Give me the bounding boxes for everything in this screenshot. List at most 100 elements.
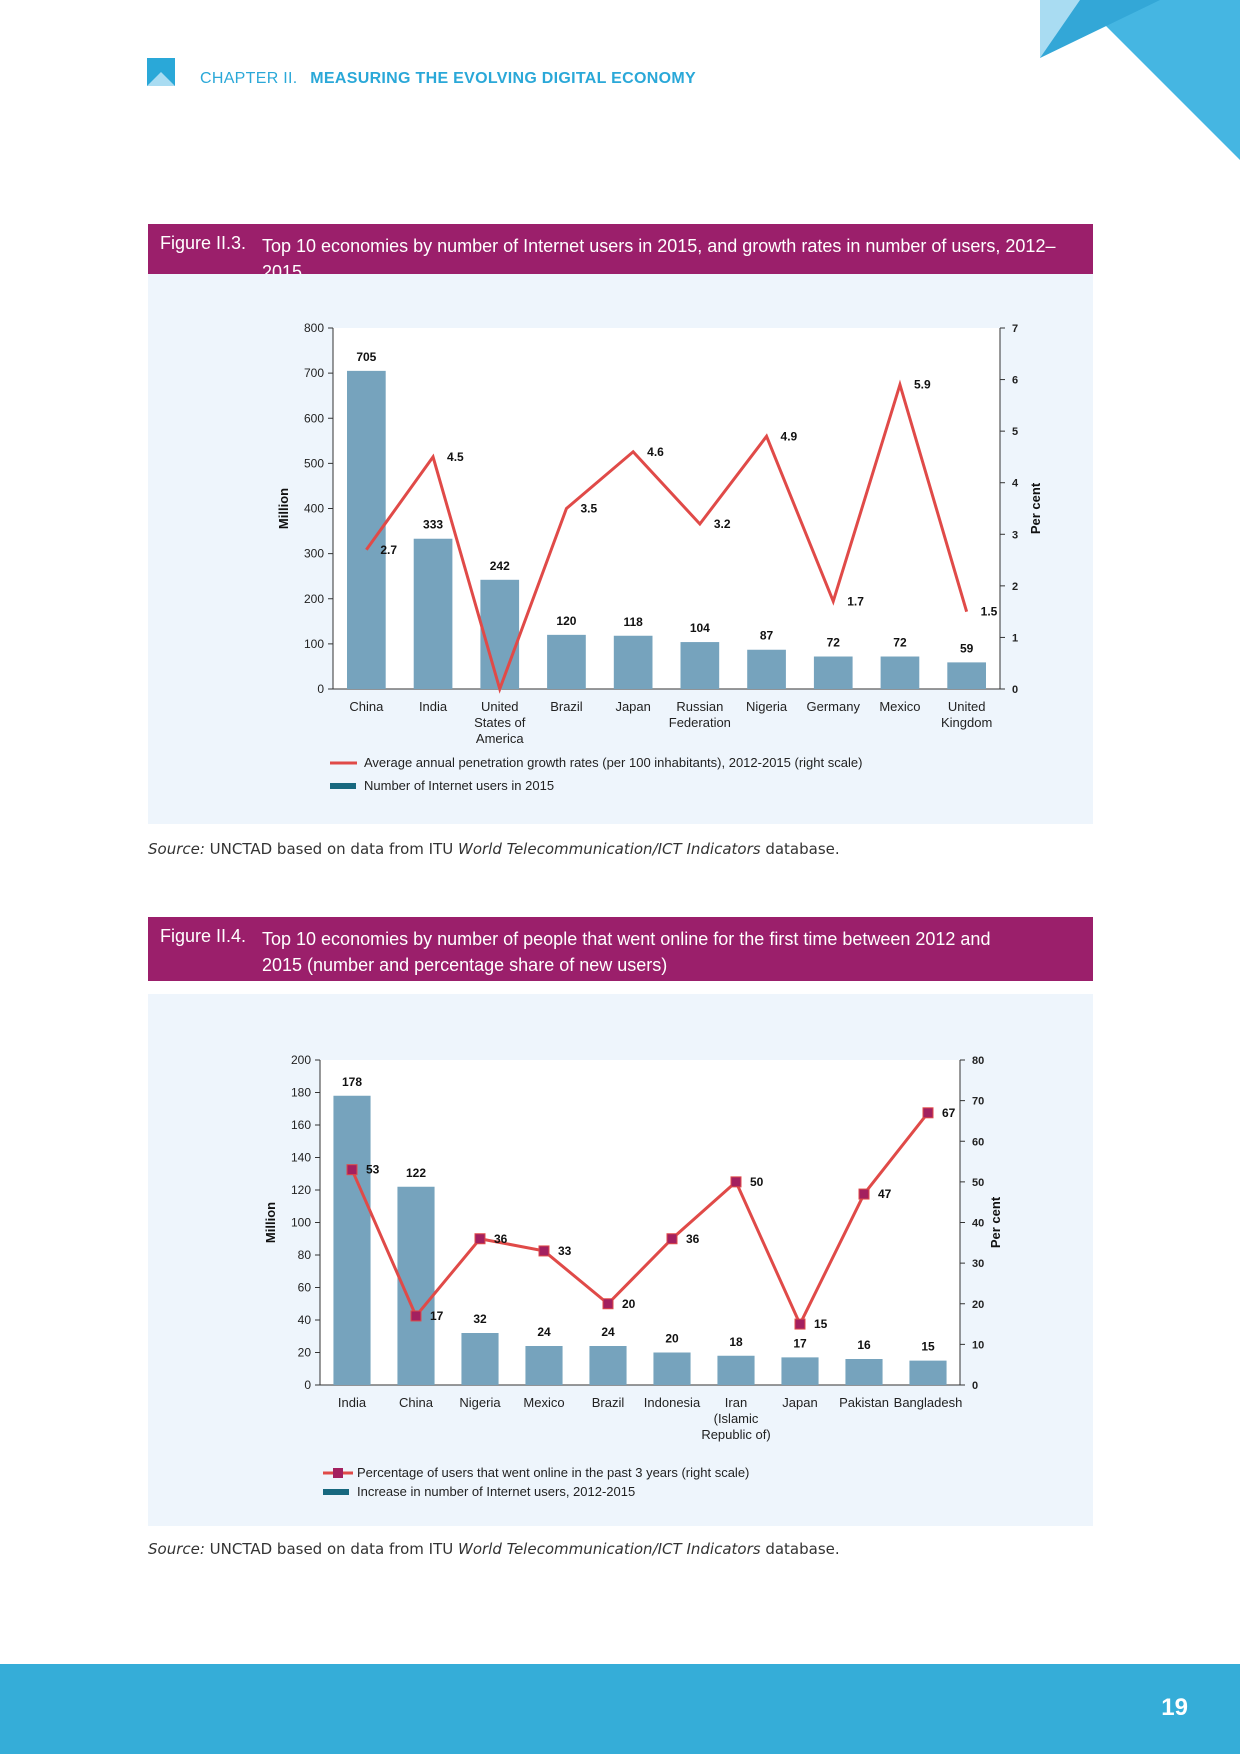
bar [747,649,786,689]
y-tick-label: 60 [298,1281,312,1295]
growth-line [350,1111,930,1328]
figure-2-number: Figure II.4. [160,926,247,946]
y-tick-label: 100 [291,1216,311,1230]
y-tick-label: 0 [317,682,324,696]
category-label: Brazil [550,699,583,714]
bar [461,1333,499,1385]
y2-tick-label: 5 [1012,426,1018,438]
bar-value-label: 32 [473,1312,487,1326]
bar [413,538,453,689]
line-marker [538,1245,550,1257]
category-label: States of [474,715,526,730]
y2-tick-label: 60 [972,1136,984,1148]
y-tick-label: 600 [304,411,324,425]
category-label: Germany [807,699,861,714]
y-tick-label: 700 [304,366,324,380]
bar [947,662,986,689]
legend-line-label: Percentage of users that went online in … [357,1465,749,1480]
category-label: Japan [615,699,650,714]
bar [781,1357,819,1385]
figure-2-source-prefix: Source: [148,1540,205,1558]
bar-value-label: 242 [490,559,510,573]
legend-bar-swatch [323,1489,349,1495]
category-label: Kingdom [941,715,992,730]
line-value-label: 1.5 [981,605,998,619]
bar [333,1095,371,1385]
y2-tick-label: 2 [1012,581,1018,593]
y-axis-title: Million [276,488,291,529]
line-marker [730,1176,742,1188]
bar [589,1346,627,1385]
y-tick-label: 200 [304,592,324,606]
bar-value-label: 118 [623,615,643,629]
corner-decoration [1040,0,1240,160]
line-marker [410,1310,422,1322]
y-tick-label: 100 [304,637,324,651]
y2-tick-label: 10 [972,1339,984,1351]
y-tick-label: 300 [304,547,324,561]
figure-1-source-italic: World Telecommunication/ICT Indicators [458,840,761,858]
figure-1-panel: 0 100 200 300 400 500 600 700 800 0 1 2 3 4 5 6 7 Million… [148,274,1093,824]
bar-value-label: 178 [342,1075,362,1089]
line-value-label: 36 [494,1232,508,1246]
category-label: Bangladesh [894,1395,963,1410]
figure-1-source: Source: UNCTAD based on data from ITU Wo… [148,840,840,858]
y2-tick-label: 0 [972,1380,978,1392]
legend-bar-swatch [330,783,356,789]
legend-bar-label: Number of Internet users in 2015 [364,778,554,793]
category-label: Brazil [592,1395,625,1410]
growth-line [365,379,969,694]
line-value-label: 3.2 [714,517,731,531]
category-label: Nigeria [459,1395,501,1410]
bar [680,642,720,689]
y-tick-label: 0 [304,1378,311,1392]
line-marker [602,1298,614,1310]
y2-tick-label: 6 [1012,375,1018,387]
y-axis-title: Million [263,1202,278,1243]
bar-value-label: 59 [960,641,974,655]
y2-tick-label: 0 [1012,684,1018,696]
bar-value-label: 72 [827,636,841,650]
bar [613,635,653,689]
line-value-label: 2.7 [380,543,397,557]
legend-bar-label: Increase in number of Internet users, 20… [357,1484,635,1499]
y-tick-label: 80 [298,1248,312,1262]
bar-value-label: 120 [556,614,576,628]
category-label: China [349,699,384,714]
y-tick-label: 120 [291,1183,311,1197]
chapter-title: MEASURING THE EVOLVING DIGITAL ECONOMY [310,70,696,87]
bar-value-label: 122 [406,1166,426,1180]
category-label: United [481,699,519,714]
bar [480,579,520,689]
line-value-label: 5.9 [914,378,931,392]
bar-value-label: 72 [893,636,907,650]
line-value-label: 1.7 [847,594,864,608]
figure-2-heading: Figure II.4. Top 10 economies by number … [148,917,1093,981]
page-number: 19 [1161,1694,1188,1721]
bar-value-label: 18 [729,1335,743,1349]
y-tick-label: 160 [291,1118,311,1132]
line-value-label: 4.6 [647,445,664,459]
bar-value-label: 104 [690,621,710,635]
category-label: Mexico [879,699,920,714]
line-value-label: 53 [366,1163,380,1177]
y2-tick-label: 3 [1012,529,1018,541]
bar [909,1360,947,1385]
bar-value-label: 24 [537,1325,551,1339]
line-marker [794,1318,806,1330]
line-value-label: 50 [750,1175,764,1189]
y2-tick-label: 4 [1012,478,1019,490]
bar [813,656,853,689]
y2-tick-label: 70 [972,1096,984,1108]
bar-value-label: 87 [760,629,774,643]
y-tick-label: 400 [304,502,324,516]
category-label: (Islamic [714,1411,759,1426]
legend-line-label: Average annual penetration growth rates … [364,755,862,770]
figure-2-source: Source: UNCTAD based on data from ITU Wo… [148,1540,840,1558]
line-value-label: 20 [622,1297,636,1311]
y2-tick-label: 80 [972,1055,984,1067]
y-tick-label: 200 [291,1053,311,1067]
line-marker [474,1233,486,1245]
category-label: Nigeria [746,699,788,714]
line-value-label: 4.5 [447,450,464,464]
